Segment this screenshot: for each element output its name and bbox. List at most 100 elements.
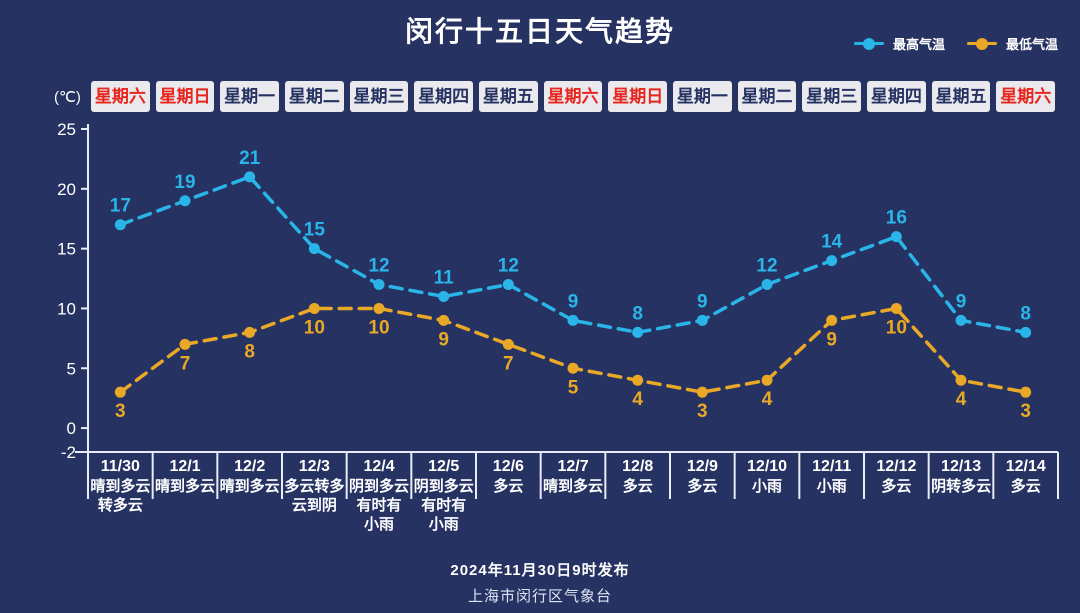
- date-label: 12/1: [169, 458, 201, 475]
- y-axis-unit-label: (℃): [54, 89, 81, 106]
- weather-label: 阴到多云 有时有 小雨: [349, 477, 410, 533]
- date-label: 12/4: [363, 458, 395, 475]
- weekday-cell: 星期四: [864, 81, 929, 112]
- date-label: 12/11: [812, 458, 852, 475]
- y-tick-label: 10: [57, 299, 76, 318]
- date-weather-cell: 12/9 多云: [670, 457, 735, 534]
- weekday-box: 星期日: [608, 81, 668, 112]
- date-weather-cell: 12/3 多云转多 云到阴: [282, 457, 347, 534]
- data-point: [955, 374, 967, 386]
- data-point: [696, 386, 708, 398]
- high-temp-series: 17 19 21 15 12 11 12 9 8 9 12 14 16 9 8: [110, 148, 1032, 338]
- legend-label-low-temp: 最低气温: [1005, 37, 1058, 52]
- value-label: 4: [632, 389, 643, 410]
- value-label: 5: [568, 377, 579, 398]
- value-label: 8: [632, 303, 643, 324]
- date-label: 12/6: [492, 458, 524, 475]
- weather-label: 多云: [493, 477, 524, 495]
- data-point: [502, 338, 514, 350]
- legend-label-high-temp: 最高气温: [892, 37, 945, 52]
- data-point: [826, 255, 838, 267]
- legend: 最高气温 最低气温: [853, 34, 1058, 53]
- weather-label: 阴到多云 有时有 小雨: [413, 477, 474, 533]
- weekday-cell: 星期三: [799, 81, 864, 112]
- value-label: 9: [826, 329, 837, 350]
- value-label: 12: [498, 256, 519, 277]
- date-weather-cell: 12/1 晴到多云: [153, 457, 218, 534]
- date-weather-cell: 12/14 多云: [993, 457, 1058, 534]
- weather-label: 多云转多 云到阴: [284, 477, 345, 514]
- weekday-header-row: 星期六 星期日 星期一 星期二 星期三 星期四 星期五 星期六 星期日 星期一 星期二 星期三 星期四星…: [88, 81, 1058, 112]
- weekday-box: 星期日: [155, 81, 215, 112]
- y-tick-label: 25: [57, 120, 76, 139]
- date-weather-cell: 12/2 晴到多云: [217, 457, 282, 534]
- data-point: [890, 231, 902, 243]
- weekday-cell: 星期二: [735, 81, 800, 112]
- value-label: 10: [304, 317, 325, 338]
- value-label: 11: [434, 267, 455, 288]
- date-label: 12/12: [876, 458, 917, 475]
- data-point: [1020, 326, 1032, 338]
- data-point: [438, 290, 450, 302]
- date-weather-cell: 12/8 多云: [605, 457, 670, 534]
- weekday-cell: 星期日: [605, 81, 670, 112]
- value-label: 9: [697, 291, 708, 312]
- date-label: 12/14: [1005, 458, 1046, 475]
- data-point: [890, 302, 902, 314]
- y-tick-label: 0: [67, 419, 76, 438]
- series-line: [118, 306, 1028, 394]
- weekday-cell: 星期一: [217, 81, 282, 112]
- high-temp-line-icon: [853, 42, 884, 45]
- weekday-box: 星期五: [931, 81, 991, 112]
- series-line: [118, 174, 1028, 335]
- weekday-cell: 星期三: [347, 81, 412, 112]
- weekday-cell: 星期四: [411, 81, 476, 112]
- data-point: [826, 314, 838, 326]
- data-point: [632, 326, 644, 338]
- weekday-box: 星期一: [220, 81, 280, 112]
- date-weather-row: 11/30 晴到多云 转多云 12/1 晴到多云 12/2 晴到多云 12/3 多云转多 云到…: [88, 457, 1058, 534]
- data-point: [632, 374, 644, 386]
- date-weather-cell: 11/30 晴到多云 转多云: [88, 457, 153, 534]
- y-tick-label: 15: [57, 240, 76, 259]
- weather-label: 小雨: [816, 477, 847, 495]
- weekday-cell: 星期六: [88, 81, 153, 112]
- date-weather-cell: 12/7 晴到多云: [541, 457, 606, 534]
- date-weather-cell: 12/12 多云: [864, 457, 929, 534]
- weather-label: 多云: [1010, 477, 1041, 495]
- date-label: 11/30: [100, 458, 140, 475]
- value-label: 16: [886, 208, 907, 229]
- data-point: [761, 374, 773, 386]
- data-point: [244, 171, 256, 183]
- date-label: 12/3: [298, 458, 330, 475]
- value-label: 8: [1020, 303, 1031, 324]
- weekday-cell: 星期六: [993, 81, 1058, 112]
- weather-label: 小雨: [752, 477, 783, 495]
- weekday-box: 星期六: [543, 81, 603, 112]
- value-label: 3: [115, 401, 126, 422]
- data-point: [502, 279, 514, 291]
- weather-label: 晴到多云 转多云: [90, 477, 151, 514]
- value-label: 9: [956, 291, 967, 312]
- value-label: 3: [1020, 401, 1031, 422]
- data-point: [179, 338, 191, 350]
- data-point: [373, 302, 385, 314]
- date-label: 12/5: [428, 458, 460, 475]
- date-label: 12/2: [234, 458, 266, 475]
- value-label: 10: [368, 317, 389, 338]
- date-label: 12/10: [747, 458, 788, 475]
- data-point: [438, 314, 450, 326]
- weather-label: 晴到多云: [219, 477, 280, 495]
- value-label: 9: [568, 291, 579, 312]
- legend-item-high-temp: 最高气温: [853, 34, 945, 53]
- data-point: [308, 302, 320, 314]
- data-point: [179, 195, 191, 207]
- value-label: 3: [697, 401, 708, 422]
- value-label: 10: [886, 317, 907, 338]
- weekday-box: 星期五: [479, 81, 538, 112]
- weekday-box: 星期六: [996, 81, 1056, 112]
- date-weather-cell: 12/10 小雨: [735, 457, 800, 534]
- agency-name: 上海市闵行区气象台: [467, 588, 612, 605]
- data-point: [114, 219, 126, 231]
- data-point: [1020, 386, 1032, 398]
